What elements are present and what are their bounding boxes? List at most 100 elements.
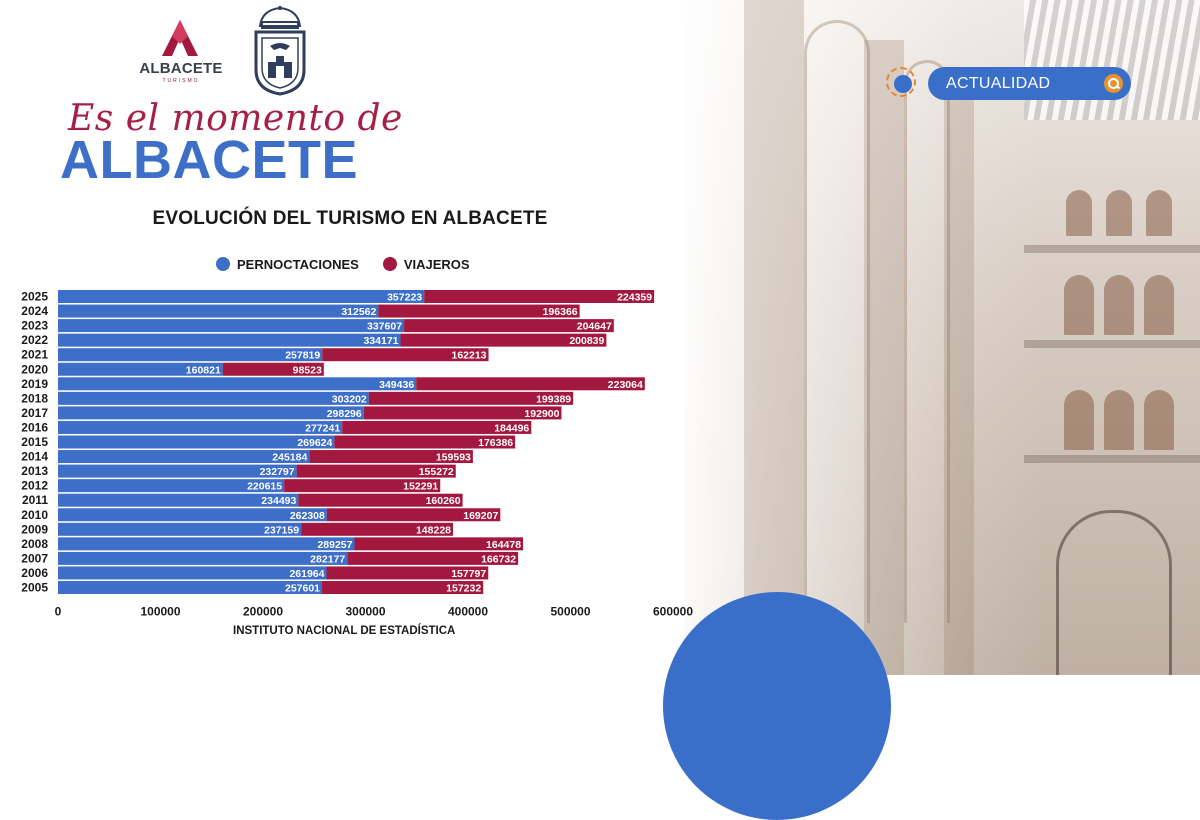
search-bar[interactable]: ACTUALIDAD: [928, 67, 1131, 100]
bar-viajeros: [368, 391, 574, 405]
data-label: 220615: [247, 481, 282, 493]
chart-plot: 2025 357223 224359 2024 312562 196366 2023 3376…: [21, 290, 693, 619]
category-label: 2017: [21, 406, 48, 420]
bar-pernoctaciones: [58, 319, 405, 333]
x-tick-label: 300000: [345, 605, 385, 619]
category-label: 2024: [21, 304, 48, 318]
category-label: 2010: [21, 508, 48, 522]
bar-viajeros: [326, 566, 489, 580]
window: [1106, 190, 1132, 236]
data-label: 192900: [524, 408, 559, 420]
bar-viajeros: [296, 464, 456, 478]
decorative-dot: [894, 75, 912, 93]
bar-pernoctaciones: [58, 377, 417, 391]
decorative-circle: [663, 592, 891, 820]
legend-swatch: [216, 257, 230, 271]
data-label: 169207: [463, 510, 498, 522]
category-label: 2012: [21, 479, 48, 493]
arch: [804, 20, 870, 623]
pillar: [744, 0, 804, 675]
window: [1066, 190, 1092, 236]
category-label: 2008: [21, 537, 48, 551]
window: [1146, 190, 1172, 236]
bar-pernoctaciones: [58, 464, 297, 478]
data-label: 155272: [419, 466, 454, 478]
bar-pernoctaciones: [58, 406, 364, 420]
data-label: 184496: [494, 422, 529, 434]
search-label: ACTUALIDAD: [946, 74, 1051, 92]
legend-label: PERNOCTACIONES: [237, 256, 359, 272]
data-label: 160260: [426, 495, 461, 507]
brand-heading: ALBACETE: [60, 130, 358, 190]
data-label: 196366: [543, 306, 578, 318]
tagline: Es el momento de: [68, 98, 403, 139]
bar-viajeros: [334, 435, 516, 449]
albacete-logo-icon: [162, 20, 198, 56]
x-tick-label: 400000: [448, 605, 488, 619]
window: [1064, 390, 1094, 450]
x-tick-label: 600000: [653, 605, 693, 619]
data-label: 98523: [293, 364, 322, 376]
bar-pernoctaciones: [58, 290, 425, 303]
bar-viajeros: [322, 581, 484, 594]
bar-viajeros: [378, 304, 580, 318]
pillar: [864, 40, 904, 675]
bar-pernoctaciones: [58, 479, 285, 493]
category-label: 2015: [21, 435, 48, 449]
data-label: 282177: [310, 553, 345, 565]
data-label: 159593: [436, 452, 471, 464]
category-label: 2025: [21, 290, 48, 304]
bar-viajeros: [309, 450, 473, 464]
category-label: 2006: [21, 566, 48, 580]
data-label: 148228: [416, 524, 451, 536]
data-label: 237159: [264, 524, 299, 536]
data-label: 277241: [305, 422, 340, 434]
x-tick-label: 0: [55, 605, 62, 619]
data-label: 160821: [186, 364, 221, 376]
data-label: 157232: [446, 583, 481, 595]
data-label: 164478: [486, 539, 521, 551]
category-label: 2005: [21, 581, 48, 595]
x-tick-label: 500000: [550, 605, 590, 619]
bar-pernoctaciones: [58, 304, 379, 318]
window: [1144, 275, 1174, 335]
category-label: 2019: [21, 377, 48, 391]
logo-text: ALBACETE: [139, 60, 223, 77]
search-icon[interactable]: [1104, 74, 1123, 93]
gate-arch: [1056, 510, 1172, 675]
legend-label: VIAJEROS: [403, 256, 470, 272]
data-label: 289257: [317, 539, 352, 551]
bar-pernoctaciones: [58, 333, 401, 347]
category-label: 2016: [21, 420, 48, 434]
data-label: 349436: [379, 379, 414, 391]
bar-pernoctaciones: [58, 348, 323, 362]
data-label: 234493: [261, 495, 296, 507]
bar-viajeros: [416, 377, 645, 391]
bar-viajeros: [326, 508, 501, 522]
data-label: 257601: [285, 583, 320, 595]
bar-viajeros: [322, 348, 489, 362]
data-label: 162213: [451, 350, 486, 362]
bar-pernoctaciones: [58, 551, 348, 565]
data-label: 232797: [260, 466, 295, 478]
data-label: 166732: [481, 553, 516, 565]
data-label: 200839: [569, 335, 604, 347]
data-label: 224359: [617, 292, 652, 304]
data-label: 298296: [327, 408, 362, 420]
category-label: 2009: [21, 522, 48, 536]
data-label: 176386: [478, 437, 513, 449]
category-label: 2011: [22, 493, 48, 507]
arch: [904, 60, 950, 623]
data-label: 157797: [451, 568, 486, 580]
data-label: 269624: [297, 437, 332, 449]
x-tick-label: 200000: [243, 605, 283, 619]
bar-viajeros: [424, 290, 655, 303]
window: [1104, 390, 1134, 450]
balcony: [1024, 340, 1200, 348]
bar-viajeros: [354, 537, 524, 551]
x-tick-label: 100000: [140, 605, 180, 619]
bar-viajeros: [347, 551, 519, 565]
chart-legend: PERNOCTACIONES VIAJEROS: [216, 255, 494, 273]
bar-pernoctaciones: [58, 522, 302, 536]
category-label: 2013: [21, 464, 48, 478]
